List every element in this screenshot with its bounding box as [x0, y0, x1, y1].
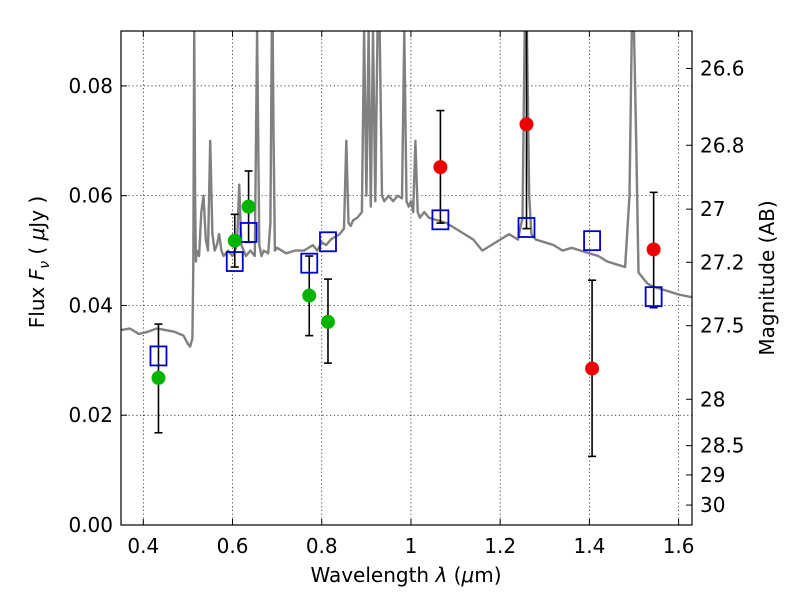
y2-axis-title: Magnitude (AB) — [755, 200, 779, 355]
model-spectrum-layer — [121, 31, 692, 348]
points-layer — [149, 117, 663, 385]
y2-tick-label: 29 — [700, 463, 725, 487]
y2-tick-label: 28 — [700, 387, 725, 411]
y2-axis-ticks: 26.6 26.8 27 27.2 27.5 28 28.5 29 30 — [686, 56, 745, 517]
model-spectrum-line — [121, 31, 692, 348]
x-tick-label: 0.6 — [217, 534, 249, 558]
y-tick-label: 0.08 — [68, 74, 113, 98]
plot-frame — [120, 30, 693, 526]
grid — [121, 31, 692, 526]
x-axis-ticks: 0.4 0.6 0.8 1 1.2 1.4 1.6 — [127, 31, 695, 558]
red-data-point — [519, 117, 534, 132]
y2-tick-label: 26.6 — [700, 56, 745, 80]
red-data-point — [646, 242, 661, 257]
green-data-point — [320, 314, 335, 329]
plot-area — [121, 31, 692, 458]
blue-model-box — [431, 209, 450, 231]
green-data-point — [241, 199, 256, 214]
y2-tick-label: 30 — [700, 493, 725, 517]
y2-tick-label: 28.5 — [700, 434, 745, 458]
blue-model-box — [644, 286, 663, 308]
green-data-point — [151, 370, 166, 385]
blue-model-box — [239, 222, 258, 243]
y-axis-ticks: 0.00 0.02 0.04 0.06 0.08 — [68, 74, 127, 537]
y-tick-label: 0.00 — [68, 513, 113, 537]
x-tick-label: 1.4 — [573, 534, 605, 558]
y2-tick-label: 27 — [700, 197, 725, 221]
y-tick-label: 0.04 — [68, 293, 113, 317]
green-data-point — [227, 233, 242, 248]
x-tick-label: 1 — [405, 534, 418, 558]
y2-tick-label: 27.5 — [700, 314, 745, 338]
y-tick-label: 0.06 — [68, 184, 113, 208]
x-axis-title: Wavelength λ (μm) — [310, 563, 501, 587]
blue-model-box — [225, 251, 244, 272]
x-tick-label: 1.2 — [484, 534, 516, 558]
red-data-point — [585, 361, 600, 376]
x-tick-label: 1.6 — [663, 534, 695, 558]
x-tick-label: 0.4 — [127, 534, 159, 558]
x-tick-label: 0.8 — [306, 534, 338, 558]
blue-model-box — [149, 345, 168, 367]
y2-tick-label: 26.8 — [700, 133, 745, 157]
y-axis-title: Flux Fν ( μJy ) — [25, 196, 53, 328]
y2-tick-label: 27.2 — [700, 250, 745, 274]
blue-model-box — [583, 230, 601, 252]
blue-model-box — [300, 252, 319, 274]
red-data-point — [433, 160, 448, 175]
green-data-point — [302, 288, 317, 303]
y-tick-label: 0.02 — [68, 403, 113, 427]
blue-model-box — [517, 217, 536, 238]
blue-model-box — [319, 231, 337, 253]
